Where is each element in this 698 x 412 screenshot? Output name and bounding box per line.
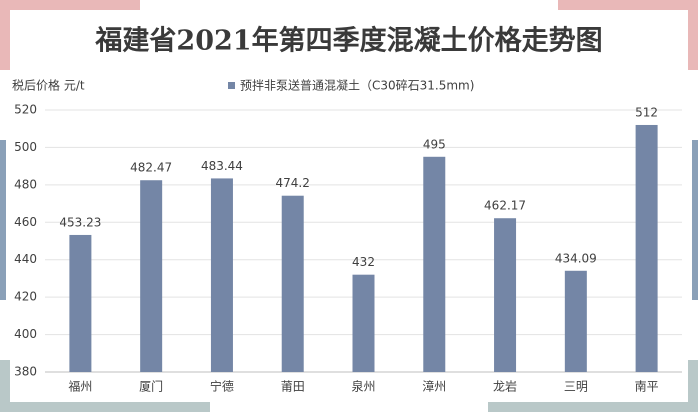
y-tick-label: 380 <box>14 365 37 379</box>
y-tick-label: 400 <box>14 327 37 341</box>
x-tick-label: 福州 <box>68 379 92 394</box>
x-tick-label: 莆田 <box>281 380 305 394</box>
bar <box>281 195 304 372</box>
bar <box>423 156 446 372</box>
bar <box>140 180 163 372</box>
bar <box>210 178 233 372</box>
y-axis-label: 税后价格 元/t <box>12 78 85 93</box>
data-label: 512 <box>635 105 658 119</box>
x-tick-label: 泉州 <box>351 380 375 394</box>
legend-label: 预拌非泵送普通混凝土（C30碎石31.5mm) <box>240 78 474 93</box>
x-tick-label: 厦门 <box>139 379 163 394</box>
bar <box>494 218 517 372</box>
bar <box>69 234 92 372</box>
data-label: 434.09 <box>555 251 597 265</box>
data-label: 462.17 <box>484 199 526 213</box>
y-tick-label: 520 <box>14 103 37 117</box>
chart-title: 福建省2021年第四季度混凝土价格走势图 <box>94 25 602 57</box>
bar <box>352 274 375 372</box>
y-tick-label: 420 <box>14 290 37 304</box>
x-tick-label: 宁德 <box>210 379 234 394</box>
data-label: 432 <box>352 255 375 269</box>
data-label: 453.23 <box>59 215 101 229</box>
data-label: 483.44 <box>201 159 243 173</box>
x-tick-label: 三明 <box>564 380 588 394</box>
y-tick-label: 500 <box>14 140 37 154</box>
data-label: 495 <box>423 137 446 151</box>
bar <box>635 124 658 372</box>
y-tick-label: 460 <box>14 215 37 229</box>
data-label: 474.2 <box>276 176 310 190</box>
y-tick-label: 440 <box>14 252 37 266</box>
x-tick-label: 漳州 <box>422 379 446 394</box>
y-tick-label: 480 <box>14 177 37 191</box>
legend-swatch <box>228 82 235 89</box>
data-label: 482.47 <box>130 161 172 175</box>
x-tick-label: 南平 <box>635 379 659 394</box>
bar <box>564 270 587 372</box>
x-tick-label: 龙岩 <box>493 379 517 394</box>
